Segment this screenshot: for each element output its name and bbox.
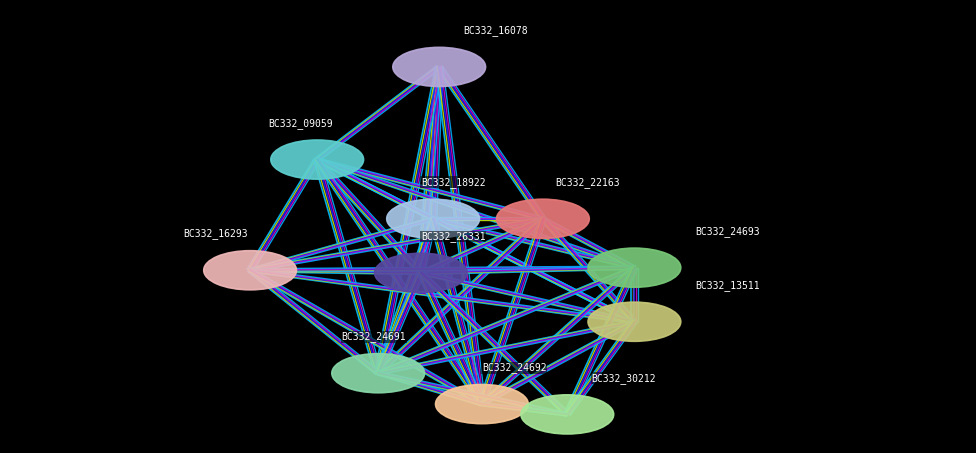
Text: BC332_26331: BC332_26331 — [421, 231, 485, 242]
Text: BC332_09059: BC332_09059 — [268, 118, 333, 129]
Text: BC332_16293: BC332_16293 — [183, 228, 248, 239]
Text: BC332_24691: BC332_24691 — [342, 332, 406, 342]
Text: BC332_24693: BC332_24693 — [696, 226, 760, 237]
Circle shape — [332, 354, 425, 393]
Circle shape — [204, 251, 297, 290]
Circle shape — [386, 199, 479, 238]
Circle shape — [588, 248, 681, 287]
Text: BC332_16078: BC332_16078 — [464, 25, 528, 36]
Text: BC332_30212: BC332_30212 — [591, 373, 656, 384]
Circle shape — [435, 385, 528, 424]
Text: BC332_13511: BC332_13511 — [696, 280, 760, 291]
Circle shape — [521, 395, 614, 434]
Circle shape — [375, 253, 468, 292]
Text: BC332_24692: BC332_24692 — [482, 362, 547, 373]
Text: BC332_22163: BC332_22163 — [555, 177, 620, 188]
Circle shape — [588, 302, 681, 341]
Circle shape — [497, 199, 590, 238]
Circle shape — [393, 48, 486, 87]
Text: BC332_18922: BC332_18922 — [421, 177, 485, 188]
Circle shape — [270, 140, 363, 179]
